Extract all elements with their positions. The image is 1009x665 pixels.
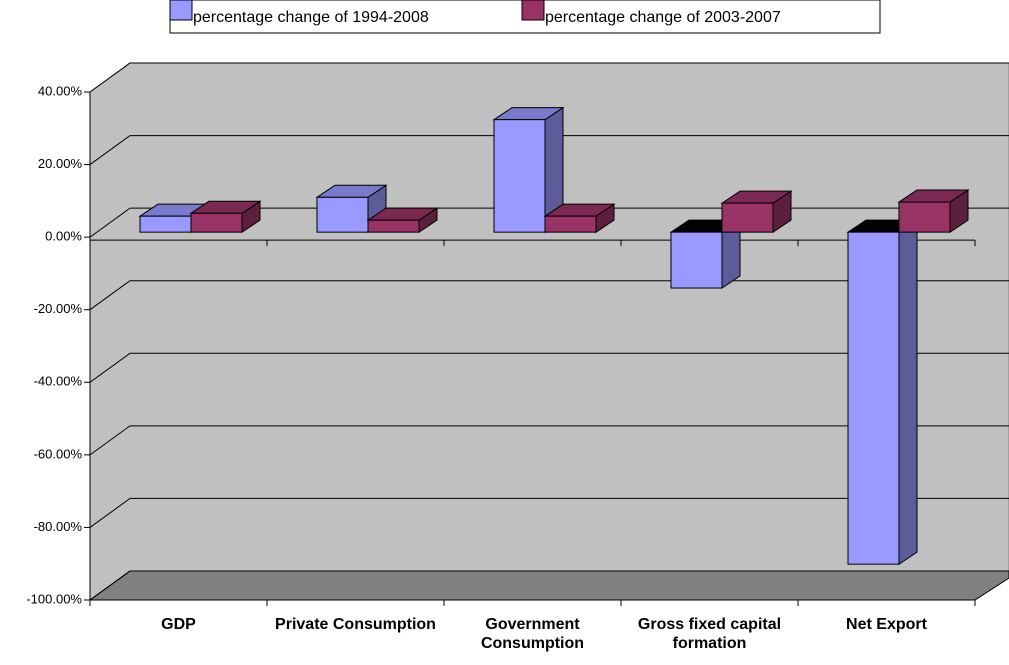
bar <box>190 212 243 233</box>
bar <box>316 196 369 233</box>
y-tick-label: -40.00% <box>34 374 83 389</box>
y-tick-label: 40.00% <box>38 83 83 98</box>
grid-line <box>89 207 131 238</box>
x-tick-label: Gross fixed capital formation <box>637 616 782 652</box>
legend-swatch <box>521 0 545 21</box>
grid-line <box>89 62 131 93</box>
grid-line <box>89 425 131 456</box>
grid-line <box>89 352 131 383</box>
y-tick-label: 0.00% <box>45 229 82 244</box>
bar <box>493 119 546 233</box>
x-tick-label: Private Consumption <box>275 616 436 633</box>
plot-floor <box>88 570 1009 601</box>
grid-line <box>89 570 131 601</box>
bar <box>847 231 900 565</box>
y-tick-label: -20.00% <box>34 301 83 316</box>
y-tick-label: -80.00% <box>34 519 83 534</box>
bar <box>670 231 723 289</box>
grid-line <box>89 135 131 165</box>
y-tick-label: -60.00% <box>34 446 83 461</box>
bar <box>139 215 192 233</box>
x-tick-label: Net Export <box>846 616 927 633</box>
bar <box>898 201 951 233</box>
legend-label: percentage change of 2003-2007 <box>545 9 781 26</box>
legend-swatch <box>169 0 193 21</box>
grid-line <box>89 498 131 528</box>
x-tick-label: GDP <box>161 616 196 633</box>
bar <box>367 219 420 233</box>
y-tick-label: -100.00% <box>26 591 82 606</box>
bar <box>721 202 774 233</box>
bar <box>544 215 597 233</box>
legend-label: percentage change of 1994-2008 <box>193 9 429 26</box>
x-tick-label: Government Consumption <box>480 616 585 652</box>
y-tick-label: 20.00% <box>38 156 83 171</box>
grid-line <box>89 280 131 311</box>
bar-side <box>898 219 918 566</box>
